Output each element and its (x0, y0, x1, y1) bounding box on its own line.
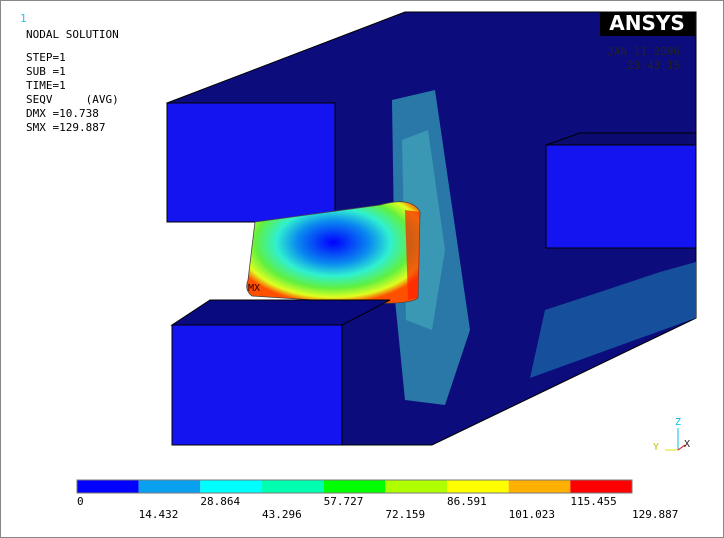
time: 23:43:15 (627, 59, 680, 72)
legend-swatch (262, 480, 324, 493)
legend-swatch (385, 480, 447, 493)
legend: 0 14.432 28.864 43.296 57.727 72.159 86.591 101… (76, 479, 678, 521)
max-marker: MX (248, 283, 260, 294)
legend-swatch (570, 480, 632, 493)
block-face (545, 144, 697, 249)
info-line: SMX =129.887 (26, 121, 105, 134)
info-line: SEQV (AVG) (26, 93, 119, 106)
legend-label: 101.023 (509, 508, 555, 521)
contact-surface (246, 201, 421, 304)
legend-label: 72.159 (385, 508, 425, 521)
triad-label: X (684, 439, 690, 450)
legend-label: 28.864 (200, 495, 240, 508)
legend-label: 86.591 (447, 495, 487, 508)
date: JAN 11 2006 (607, 45, 680, 58)
triad-label: Z (675, 417, 681, 428)
legend-label: 129.887 (632, 508, 678, 521)
triad-label: Y (653, 442, 659, 453)
info-line: STEP=1 (26, 51, 66, 64)
info-line: DMX =10.738 (26, 107, 99, 120)
legend-label: 43.296 (262, 508, 302, 521)
legend-label: 115.455 (570, 495, 616, 508)
legend-label: 14.432 (139, 508, 179, 521)
info-line: TIME=1 (26, 79, 66, 92)
legend-swatch (77, 480, 139, 493)
logo: ANSYS (609, 11, 685, 35)
legend-swatch (508, 480, 571, 493)
stress-patch (530, 262, 696, 378)
triad-axis (677, 444, 686, 451)
legend-label: 0 (77, 495, 84, 508)
legend-swatch (323, 480, 386, 493)
legend-swatch (200, 480, 262, 493)
legend-border (76, 479, 633, 494)
block-face (166, 102, 336, 223)
info-line: SUB =1 (26, 65, 66, 78)
info-line: NODAL SOLUTION (26, 28, 119, 41)
contact-edge (405, 210, 420, 300)
block-face (171, 324, 343, 446)
legend-swatch (447, 480, 509, 493)
legend-label: 57.727 (324, 495, 364, 508)
window-number: 1 (20, 12, 27, 25)
logo-box (600, 12, 695, 36)
legend-swatch (138, 480, 201, 493)
